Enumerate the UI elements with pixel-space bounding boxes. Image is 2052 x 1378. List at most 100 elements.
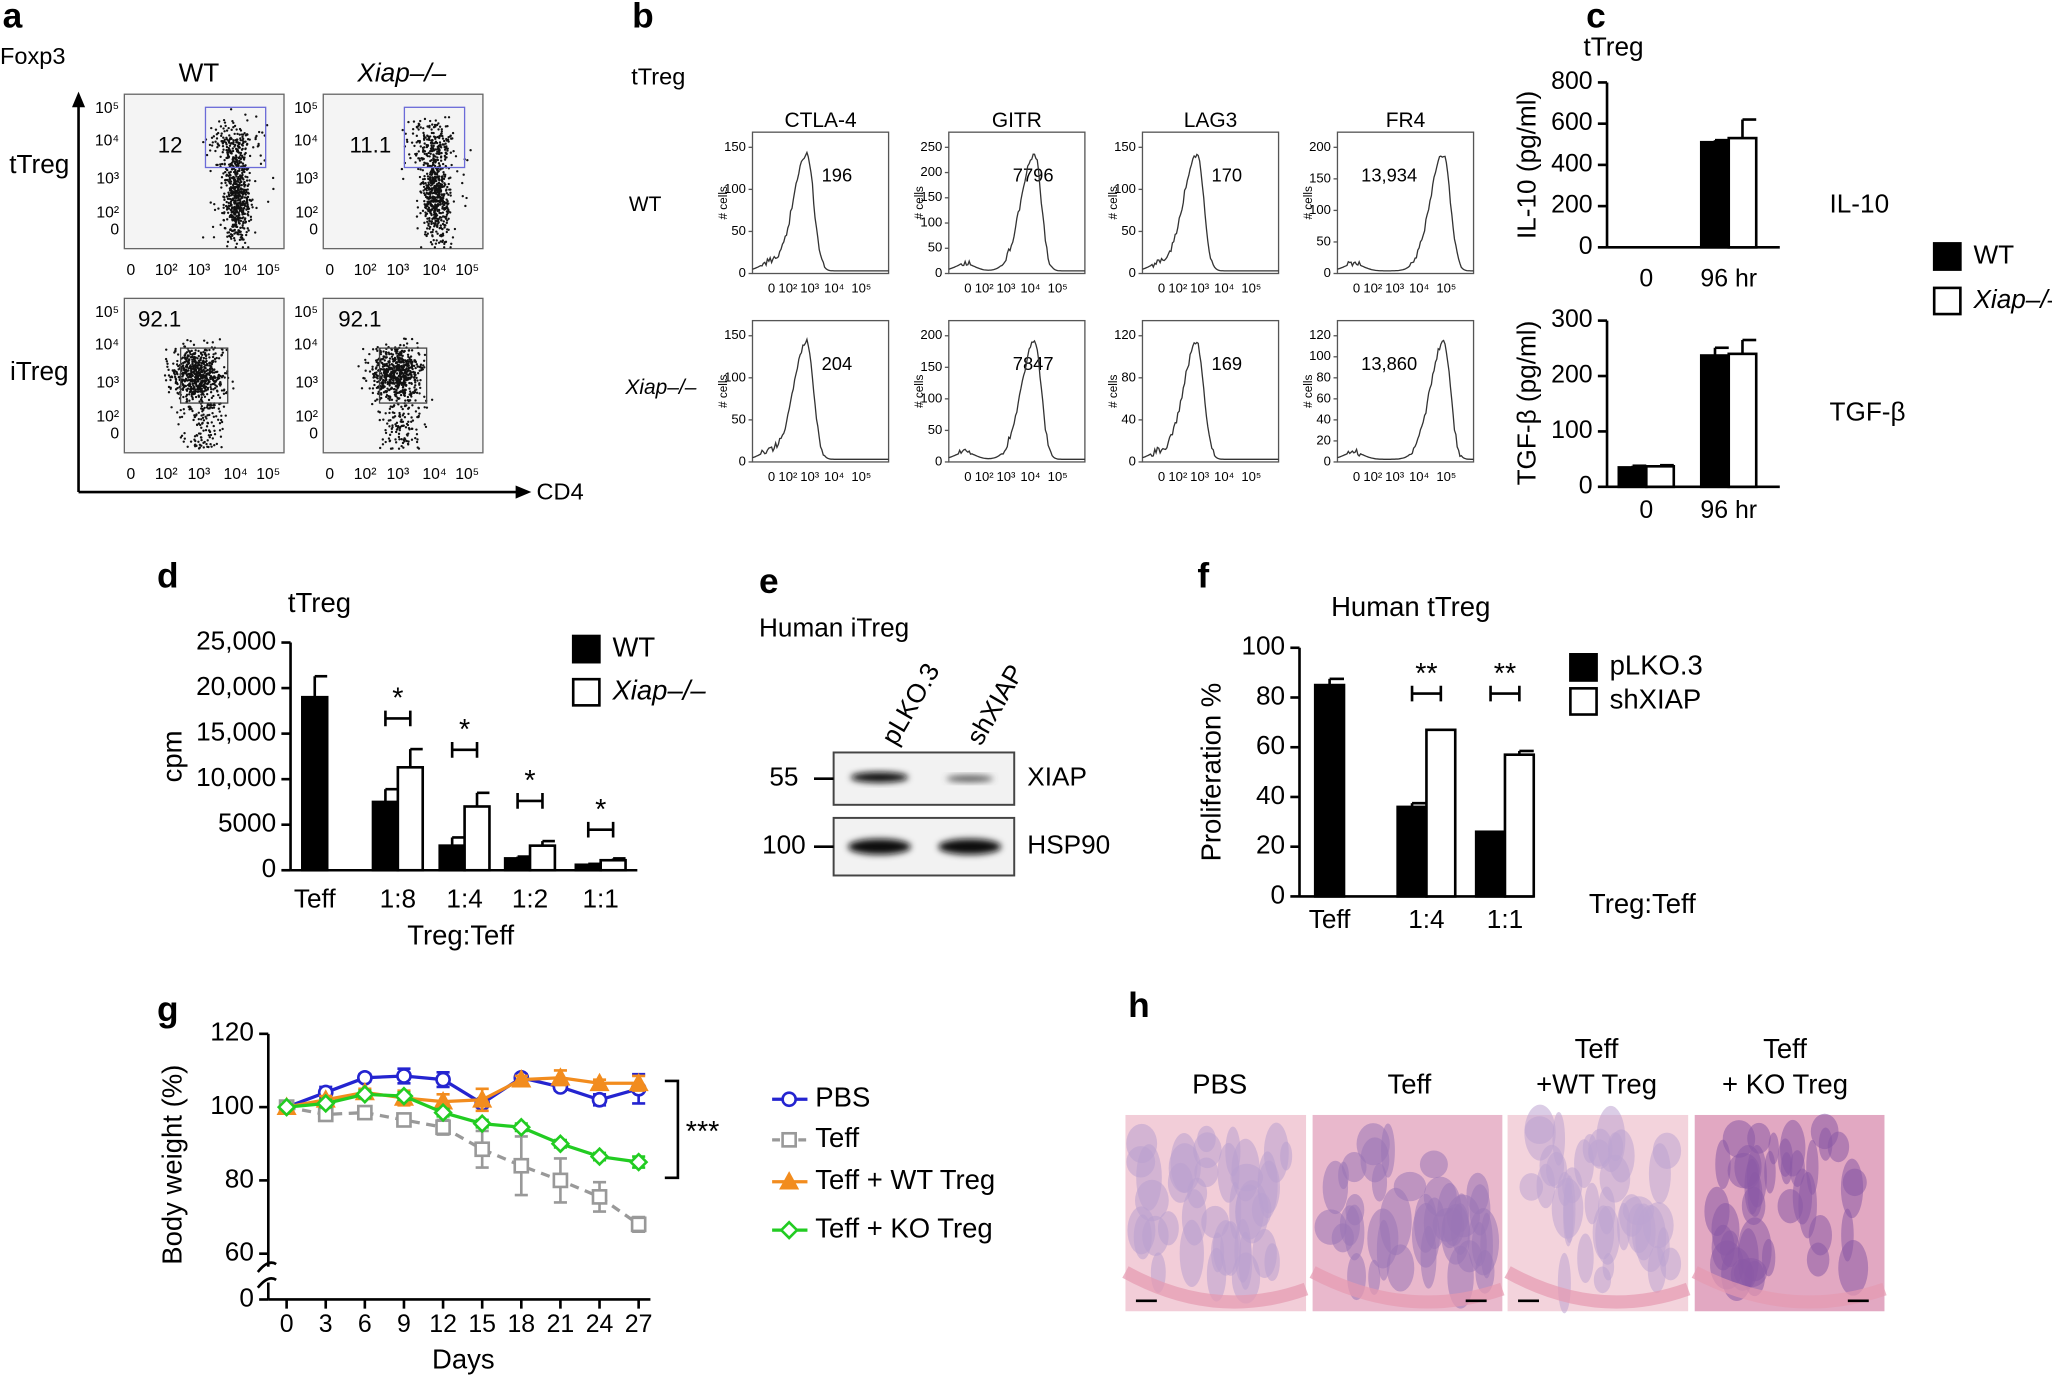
event [246,188,249,191]
event [226,154,230,157]
event [197,395,201,398]
x-tick-label: 0 [280,1310,294,1338]
event [426,217,429,220]
label: 10⁴ [294,132,318,149]
event [402,365,405,369]
event [423,177,426,181]
label: 0 [1129,453,1136,468]
marker [474,1141,491,1158]
label: 10³ [1385,281,1405,296]
event [234,143,237,147]
event [222,172,225,175]
event [386,387,389,390]
event [375,347,378,351]
event [248,219,251,223]
event [265,124,269,127]
event [401,414,405,417]
event [373,383,376,387]
label: 13,934 [1361,165,1417,186]
event [243,196,247,199]
event [427,151,430,155]
event [197,380,200,383]
event [192,418,195,422]
marker [589,1146,610,1167]
event [234,231,238,234]
event [210,404,213,407]
event [233,124,237,128]
marker [552,1172,569,1189]
event [411,127,415,131]
event [190,375,193,379]
event [437,184,441,188]
event [186,338,189,342]
event [231,380,234,383]
label: 0 [768,469,775,484]
label: 7796 [1013,165,1054,186]
event [241,162,245,165]
event [185,388,188,391]
event [248,138,251,141]
event [409,156,412,160]
label: XIAP [1027,762,1087,792]
event [215,385,219,388]
event [392,365,395,368]
y-tick-label: 20 [1256,830,1285,860]
event [383,370,386,373]
event [431,146,435,150]
event [169,378,172,382]
event [407,420,410,423]
event [216,390,219,393]
event [440,235,443,238]
event [364,361,367,364]
event [437,122,440,125]
event [438,144,442,148]
label: 150 [1114,139,1136,154]
event [228,204,231,208]
label: 10⁴ [1409,469,1429,484]
event [202,379,205,382]
event [446,149,449,152]
chart-title: tTreg [1583,31,1643,61]
event [423,199,426,203]
event [413,378,416,382]
event [243,180,246,184]
event [428,155,431,158]
event [231,215,234,219]
event [216,370,219,373]
event [393,369,397,372]
event [212,424,215,428]
event [244,147,247,151]
event [439,224,442,227]
tissue [1126,1122,1293,1304]
event [381,443,385,446]
y-tick-label: 600 [1551,108,1592,136]
event [220,414,223,417]
event [427,135,430,138]
event [428,176,432,179]
legend-label: shXIAP [1610,684,1702,715]
label: 100 [762,830,806,860]
event [215,133,219,136]
y-tick-label: 40 [1256,780,1285,810]
event [415,433,419,436]
tissue-fold [1419,1150,1448,1179]
label: 10⁴ [1214,469,1234,484]
event [364,369,367,372]
event [423,366,426,369]
event [266,200,270,203]
event [410,349,414,352]
label: 10⁵ [1048,281,1068,296]
event [211,371,214,374]
event [400,167,404,171]
band [938,838,1002,855]
event [442,220,445,223]
legend-label: Teff [815,1122,859,1153]
x-tick-label: 24 [586,1310,614,1338]
marker [591,1189,608,1205]
event [235,215,238,218]
label: 10² [96,204,119,221]
label: 10³ [387,466,410,483]
event [183,431,186,435]
event [426,125,429,128]
event [221,374,225,378]
